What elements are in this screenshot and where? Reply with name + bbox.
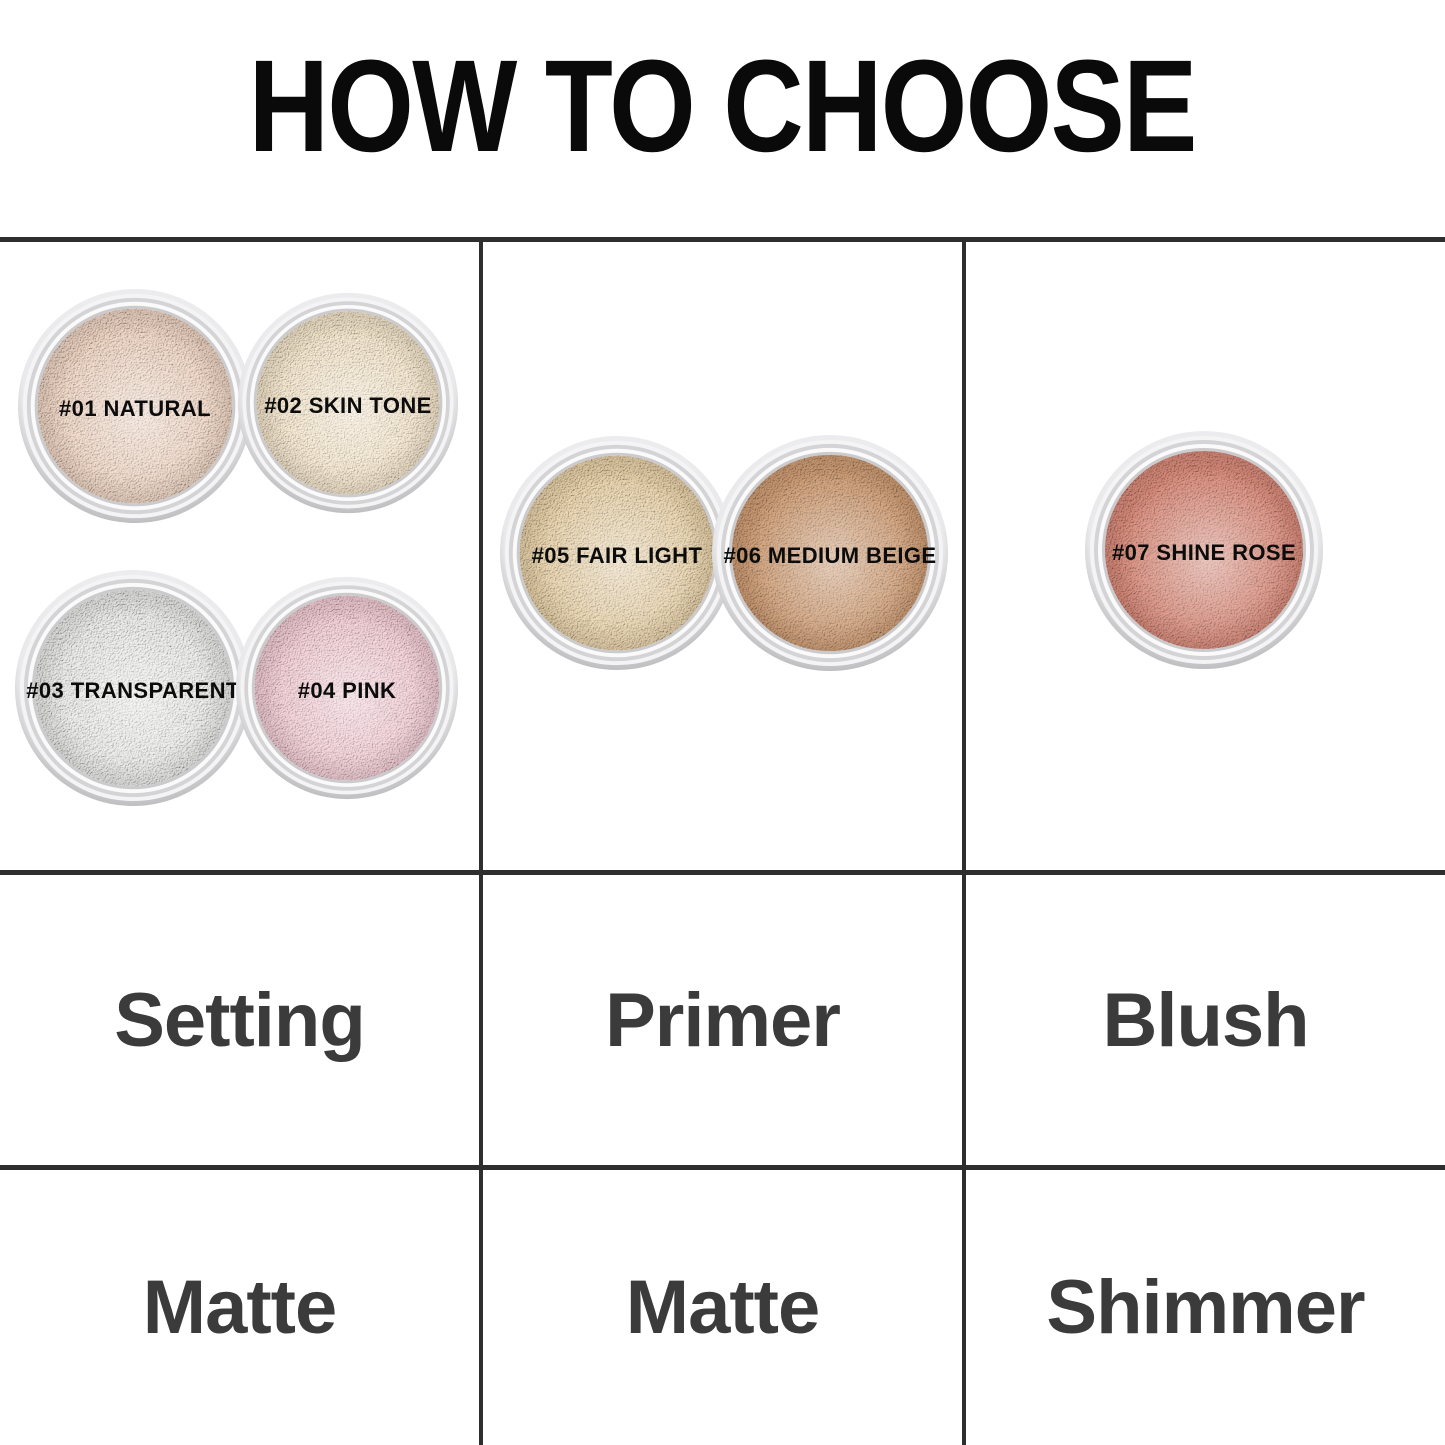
powder-jar-05-fair-light: #05 FAIR LIGHT (499, 435, 735, 671)
shade-label-05: #05 FAIR LIGHT (531, 543, 703, 568)
finish-label-matte-1: Matte (142, 1265, 337, 1350)
powder-jar-07-shine-rose: #07 SHINE ROSE (1084, 430, 1324, 670)
powder-jar-graphic (1085, 431, 1323, 669)
finish-label-shimmer: Shimmer (1046, 1265, 1365, 1350)
powder-jar-graphic (499, 435, 735, 671)
powder-jar-02-skin-tone: #02 SKIN TONE (237, 292, 459, 514)
shade-label-03: #03 TRANSPARENT (26, 678, 240, 703)
powder-jar-graphic (237, 292, 459, 514)
grid-hline-top (0, 237, 1445, 242)
shade-label-04: #04 PINK (297, 678, 397, 703)
powder-jar-03-transparent: #03 TRANSPARENT (14, 569, 252, 807)
powder-jar-01-natural: #01 NATURAL (17, 288, 253, 524)
shade-label-02: #02 SKIN TONE (264, 393, 432, 418)
powder-jar-04-pink: #04 PINK (235, 576, 459, 800)
finish-label-matte-2: Matte (625, 1265, 820, 1350)
powder-jar-graphic (235, 576, 459, 800)
grid-hline-bottom (0, 1165, 1445, 1170)
powder-jar-graphic (711, 434, 949, 672)
category-label-setting: Setting (114, 977, 366, 1063)
grid-vline-right (962, 239, 966, 1445)
page-title: HOW TO CHOOSE (0, 40, 1445, 171)
grid-vline-left (479, 239, 483, 1445)
shade-label-06: #06 MEDIUM BEIGE (723, 543, 937, 568)
shade-label-07: #07 SHINE ROSE (1111, 540, 1297, 565)
powder-jar-graphic (14, 569, 252, 807)
page-title-text: HOW TO CHOOSE (248, 32, 1198, 179)
category-label-blush: Blush (1102, 977, 1309, 1063)
grid-hline-middle (0, 870, 1445, 875)
powder-jar-06-medium-beige: #06 MEDIUM BEIGE (711, 434, 949, 672)
powder-jar-graphic (17, 288, 253, 524)
shade-label-01: #01 NATURAL (59, 396, 211, 421)
category-label-primer: Primer (605, 977, 841, 1063)
